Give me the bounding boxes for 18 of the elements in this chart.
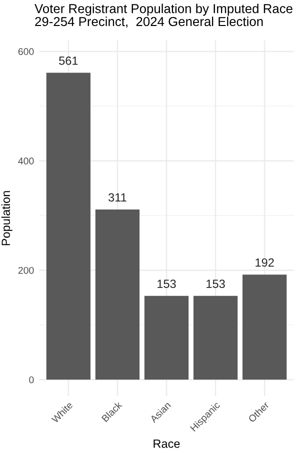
bar	[46, 72, 90, 380]
bar	[144, 296, 189, 380]
data-label: 153	[206, 280, 225, 288]
chart-title: Voter Registrant Population by Imputed Race	[34, 4, 292, 16]
y-tick-label: 0	[29, 376, 34, 384]
x-axis-title: Race	[154, 440, 180, 448]
data-label: 311	[108, 193, 126, 202]
y-tick-label: 600	[18, 48, 34, 56]
y-axis-title: Population	[1, 191, 12, 246]
y-tick-label: 200	[18, 266, 34, 274]
data-label: 192	[256, 258, 274, 267]
data-label: 153	[158, 280, 176, 288]
data-label: 561	[59, 56, 78, 65]
bar	[193, 296, 238, 380]
bar	[242, 274, 287, 380]
bar	[95, 210, 140, 380]
y-tick-label: 400	[18, 158, 34, 164]
chart-subtitle: 29-254 Precinct, 2024 General Election	[35, 16, 263, 28]
